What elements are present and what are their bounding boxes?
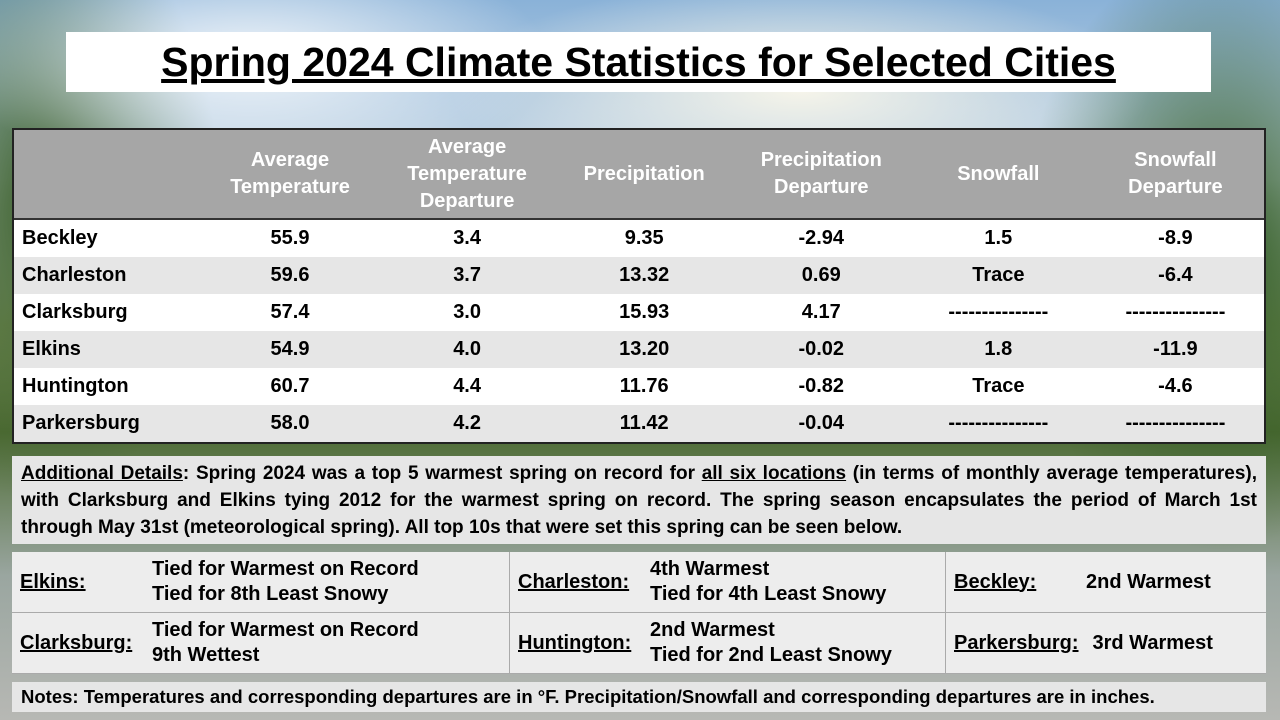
record-line: 9th Wettest	[152, 644, 260, 666]
table-row: Parkersburg 58.0 4.2 11.42 -0.04 ------------…	[14, 405, 1264, 442]
details-label: Additional Details	[21, 463, 183, 484]
record-city: Elkins:	[20, 570, 86, 593]
header-cell: Precipitation Departure	[760, 149, 882, 198]
cell: -4.6	[1158, 375, 1193, 397]
details-text: : Spring 2024 was a top 5 warmest spring…	[182, 463, 702, 484]
cell: 1.5	[984, 227, 1013, 249]
cell: 3.4	[453, 227, 481, 249]
title: Spring 2024 Climate Statistics for Selec…	[66, 32, 1211, 92]
cell: Elkins	[22, 338, 81, 360]
record-line: 2nd Warmest	[650, 619, 775, 641]
cell: Trace	[972, 264, 1025, 286]
record-line: 3rd Warmest	[1092, 631, 1213, 654]
cell: 4.2	[453, 412, 481, 434]
cell: ---------------	[1125, 412, 1226, 434]
table-row: Clarksburg 57.4 3.0 15.93 4.17 --------------…	[14, 294, 1264, 331]
cell: 4.0	[453, 338, 481, 360]
cell: -2.94	[798, 227, 845, 249]
header-cell: Snowfall Departure	[1128, 149, 1223, 198]
cell: 9.35	[624, 227, 664, 249]
record-cell: Clarksburg: Tied for Warmest on Record 9th…	[12, 613, 510, 674]
record-lines: 2nd Warmest	[1086, 570, 1211, 595]
cell: Clarksburg	[22, 301, 128, 323]
record-line: Tied for Warmest on Record	[152, 558, 419, 580]
cell: Trace	[972, 375, 1025, 397]
record-line: Tied for 4th Least Snowy	[650, 583, 887, 605]
cell: 13.20	[619, 338, 670, 360]
cell: 13.32	[619, 264, 670, 286]
cell: 3.7	[453, 264, 481, 286]
cell: 54.9	[270, 338, 310, 360]
header-cell: Snowfall	[957, 162, 1040, 185]
cell: 3.0	[453, 301, 481, 323]
record-line: 2nd Warmest	[1086, 570, 1211, 593]
cell: ---------------	[948, 412, 1049, 434]
cell: 11.76	[619, 375, 669, 397]
cell: 1.8	[984, 338, 1013, 360]
record-city: Clarksburg:	[20, 631, 133, 654]
cell: -0.82	[798, 375, 845, 397]
record-cell: Beckley: 2nd Warmest	[946, 552, 1266, 613]
table-row: Huntington 60.7 4.4 11.76 -0.82 Trace -4.6	[14, 368, 1264, 405]
cell: 0.69	[801, 264, 841, 286]
cell: -0.04	[798, 412, 845, 434]
record-city: Huntington:	[518, 631, 632, 654]
table-row: Elkins 54.9 4.0 13.20 -0.02 1.8 -11.9	[14, 331, 1264, 368]
record-cell: Elkins: Tied for Warmest on Record Tied fo…	[12, 552, 510, 613]
cell: -8.9	[1158, 227, 1193, 249]
table: Average Temperature Average Temperature D…	[12, 128, 1266, 444]
record-line: Tied for 2nd Least Snowy	[650, 644, 892, 666]
cell: 57.4	[270, 301, 310, 323]
cell: -6.4	[1158, 264, 1193, 286]
record-lines: 3rd Warmest	[1093, 631, 1213, 656]
table-body: Beckley 55.9 3.4 9.35 -2.94 1.5 -8.9 Charleston…	[14, 220, 1264, 442]
header-row: Average Temperature Average Temperature D…	[14, 130, 1264, 220]
details: Additional Details: Spring 2024 was a to…	[12, 456, 1266, 544]
cell: 4.17	[801, 301, 841, 323]
cell: 55.9	[270, 227, 310, 249]
cell: -11.9	[1153, 338, 1198, 360]
header-cell: Precipitation	[583, 162, 705, 185]
details-text: (in terms of monthly average temperature…	[21, 463, 1258, 538]
cell: 15.93	[619, 301, 670, 323]
table-row: Beckley 55.9 3.4 9.35 -2.94 1.5 -8.9	[14, 220, 1264, 257]
cell: 59.6	[270, 264, 310, 286]
cell: Parkersburg	[22, 412, 140, 434]
header-cell: Average Temperature	[230, 149, 350, 198]
record-lines: 4th Warmest Tied for 4th Least Snowy	[650, 557, 886, 607]
details-text: all six locations	[701, 463, 847, 484]
cell: Huntington	[22, 375, 129, 397]
record-city: Beckley:	[954, 570, 1037, 593]
cell: Beckley	[22, 227, 98, 249]
table-row: Charleston 59.6 3.7 13.32 0.69 Trace -6.4	[14, 257, 1264, 294]
record-lines: 2nd Warmest Tied for 2nd Least Snowy	[650, 618, 892, 668]
record-lines: Tied for Warmest on Record Tied for 8th L…	[152, 557, 419, 607]
records: Elkins: Tied for Warmest on Record Tied fo…	[12, 552, 1266, 674]
notes: Notes: Temperatures and corresponding de…	[12, 682, 1266, 712]
cell: ---------------	[1125, 301, 1226, 323]
record-line: Tied for Warmest on Record	[152, 619, 419, 641]
header-cell: Average Temperature Departure	[407, 135, 527, 212]
cell: -0.02	[798, 338, 845, 360]
cell: 4.4	[453, 375, 481, 397]
cell: 58.0	[270, 412, 310, 434]
cell: Charleston	[22, 264, 127, 286]
record-city: Charleston:	[518, 570, 630, 593]
record-lines: Tied for Warmest on Record 9th Wettest	[152, 618, 419, 668]
header-cell	[14, 130, 201, 218]
record-cell: Charleston: 4th Warmest Tied for 4th Least…	[510, 552, 946, 613]
record-line: Tied for 8th Least Snowy	[152, 583, 389, 605]
cell: 60.7	[270, 375, 310, 397]
record-cell: Huntington: 2nd Warmest Tied for 2nd Least…	[510, 613, 946, 674]
cell: ---------------	[948, 301, 1049, 323]
record-city: Parkersburg:	[954, 631, 1079, 654]
cell: 11.42	[619, 412, 669, 434]
record-line: 4th Warmest	[650, 558, 770, 580]
record-cell: Parkersburg: 3rd Warmest	[946, 613, 1266, 674]
